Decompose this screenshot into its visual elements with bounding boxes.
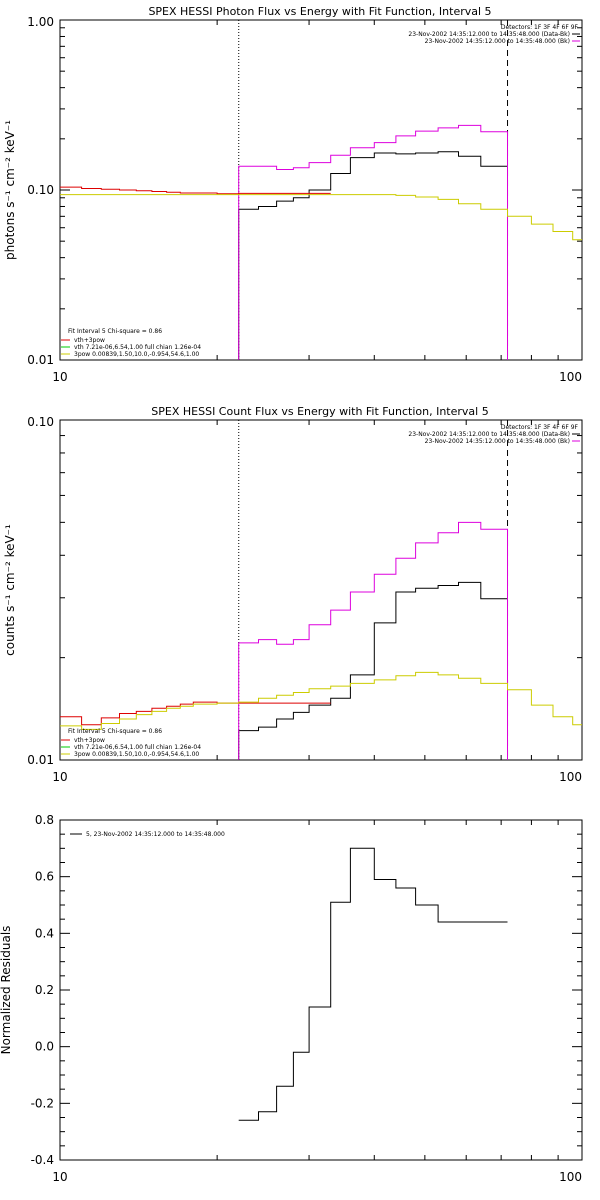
series-line-5-23-nov-2002-14-35-12-000-to-14-35-48-000 <box>238 847 508 1121</box>
series-line-vth-3pow <box>238 521 508 760</box>
series-line-3pow <box>60 671 582 730</box>
residuals-axis-ticks <box>59 819 583 1161</box>
series-line-23-nov-2002-14-35-12-000-to-14-35-48-000-data-bk <box>238 151 508 360</box>
residuals-y-tick-label: -0.4 <box>31 1153 54 1167</box>
residuals-x-tick-label: 100 <box>559 1170 582 1184</box>
photon-y-tick-label: 0.10 <box>27 183 54 197</box>
photon-x-tick-label: 10 <box>52 370 67 384</box>
residuals-plot-frame <box>59 819 583 1161</box>
photon-flux-title: SPEX HESSI Photon Flux vs Energy with Fi… <box>148 5 491 18</box>
count-series-lines <box>60 420 582 760</box>
photon-y-tick-label: 1.00 <box>27 15 54 29</box>
residuals-y-tick-label: 0.2 <box>35 983 54 997</box>
photon-flux-panel: SPEX HESSI Photon Flux vs Energy with Fi… <box>3 5 583 384</box>
count-plot-frame <box>59 419 583 761</box>
residuals-y-tick-label: 0.4 <box>35 926 54 940</box>
count-detectors-label: Detectors: 1F 3F 4F 6F 9F <box>501 424 579 431</box>
residuals-y-tick-label: 0.0 <box>35 1040 54 1054</box>
series-line-vth <box>60 186 331 195</box>
residuals-y-tick-label: -0.2 <box>31 1096 54 1110</box>
photon-legend-vth: vth 7.21e-06,6.54,1.00 full chian 1.26e-… <box>74 344 201 351</box>
count-legend-vth: vth 7.21e-06,6.54,1.00 full chian 1.26e-… <box>74 744 201 751</box>
photon-series-lines <box>60 20 582 360</box>
count-x-tick-label: 10 <box>52 770 67 784</box>
photon-legend-3pow: 3pow 0.00839,1.50,10.0,-0.954,54.6,1.00 <box>74 351 199 358</box>
photon-y-axis-label: photons s⁻¹ cm⁻² keV⁻¹ <box>3 120 17 260</box>
count-y-axis-label: counts s⁻¹ cm⁻² keV⁻¹ <box>3 524 17 656</box>
photon-header-bk: 23-Nov-2002 14:35:12.000 to 14:35:48.000… <box>425 38 570 45</box>
residuals-y-tick-label: 0.8 <box>35 813 54 827</box>
photon-axis-ticks <box>59 19 583 361</box>
series-line-23-nov-2002-14-35-12-000-to-14-35-48-000-data-bk <box>238 581 508 760</box>
count-header-data-bk: 23-Nov-2002 14:35:12.000 to 14:35:48.000… <box>408 431 570 438</box>
count-flux-panel: SPEX HESSI Count Flux vs Energy with Fit… <box>3 405 583 784</box>
count-flux-title: SPEX HESSI Count Flux vs Energy with Fit… <box>151 405 488 418</box>
count-fit-interval-text: Fit Interval 5 Chi-square = 0.86 <box>68 728 162 735</box>
photon-header-data-bk: 23-Nov-2002 14:35:12.000 to 14:35:48.000… <box>408 31 570 38</box>
photon-detectors-label: Detectors: 1F 3F 4F 6F 9F <box>501 24 579 31</box>
photon-y-tick-label: 0.01 <box>27 353 54 367</box>
count-header-bk: 23-Nov-2002 14:35:12.000 to 14:35:48.000… <box>425 438 570 445</box>
series-line-3pow <box>60 194 582 241</box>
count-y-tick-label: 0.10 <box>27 415 54 429</box>
residuals-legend-label: 5, 23-Nov-2002 14:35:12.000 to 14:35:48.… <box>86 831 225 838</box>
count-x-tick-label: 100 <box>559 770 582 784</box>
photon-x-tick-label: 100 <box>559 370 582 384</box>
photon-legend-total: vth+3pow <box>74 337 105 344</box>
count-y-tick-label: 0.01 <box>27 753 54 767</box>
photon-fit-interval-text: Fit Interval 5 Chi-square = 0.86 <box>68 328 162 335</box>
series-line-vth <box>60 701 331 726</box>
residuals-panel: Normalized Residuals -0.4 -0.2 0.0 0.2 0… <box>0 813 583 1184</box>
count-legend-total: vth+3pow <box>74 737 105 744</box>
residuals-series-lines <box>238 847 508 1121</box>
residuals-y-tick-label: 0.6 <box>35 870 54 884</box>
residuals-x-tick-label: 10 <box>52 1170 67 1184</box>
residuals-y-axis-label: Normalized Residuals <box>0 926 13 1055</box>
series-line-vth-3pow <box>238 124 508 360</box>
count-axis-ticks <box>59 419 583 761</box>
count-legend-3pow: 3pow 0.00839,1.50,10.0,-0.954,54.6,1.00 <box>74 751 199 758</box>
